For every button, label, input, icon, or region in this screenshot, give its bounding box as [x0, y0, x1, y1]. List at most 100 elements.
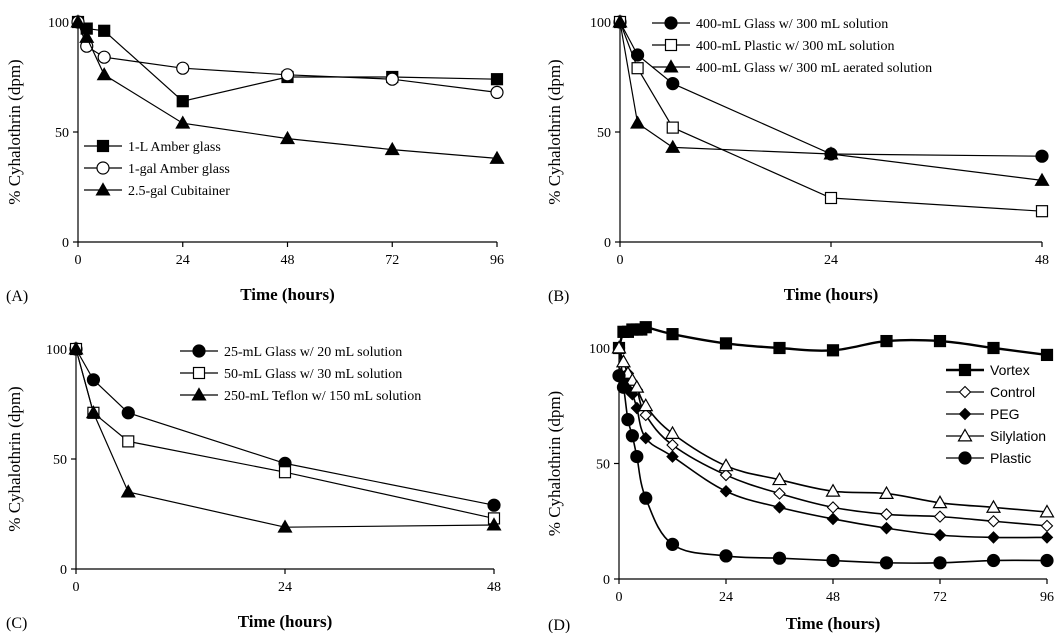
y-tick-label: 0 — [603, 573, 610, 588]
data-point-3-0-11 — [880, 334, 893, 348]
chart-panel-3: 0 50 100 0 24 48 Time (hours) % Cyhalothrin (dp… — [5, 341, 502, 632]
legend-label: 50-mL Glass w/ 30 mL solution — [224, 367, 402, 382]
panel-label: (B) — [548, 288, 569, 305]
x-tick-label: 96 — [490, 253, 504, 268]
data-point-3-4-2 — [621, 413, 635, 427]
data-point-3-2-10 — [880, 521, 893, 535]
series-plastic — [612, 369, 1054, 570]
data-point-3-3-9 — [825, 483, 841, 497]
data-point-0-0-3 — [176, 95, 189, 108]
data-point-3-0-14 — [1040, 348, 1054, 362]
panel-label: (A) — [6, 288, 28, 305]
y-tick-label: 50 — [596, 458, 610, 473]
data-point-2-1-2 — [122, 435, 135, 448]
data-point-3-2-12 — [987, 531, 1000, 544]
x-tick-label: 0 — [617, 253, 624, 268]
data-point-3-4-8 — [772, 551, 787, 565]
data-point-0-2-3 — [175, 115, 191, 129]
data-point-3-3-5 — [638, 398, 654, 412]
x-axis-label: Time (hours) — [240, 285, 335, 304]
legend-item: 400-mL Glass w/ 300 mL solution — [652, 16, 888, 32]
series-line — [77, 21, 498, 102]
legend-item: 50-mL Glass w/ 30 mL solution — [180, 366, 402, 382]
data-point-3-0-12 — [933, 334, 947, 348]
x-tick-label: 24 — [824, 253, 838, 268]
data-point-3-1-13 — [1040, 519, 1054, 533]
data-point-2-1-3 — [278, 466, 292, 479]
data-point-3-3-12 — [985, 499, 1002, 513]
data-point-3-3-0 — [611, 340, 627, 354]
data-point-0-1-2 — [97, 50, 111, 64]
x-tick-label: 48 — [281, 253, 295, 268]
data-point-1-0-4 — [1035, 149, 1049, 163]
data-point-1-1-2 — [666, 121, 679, 134]
data-point-3-1-10 — [880, 508, 893, 521]
y-tick-label: 50 — [53, 453, 67, 468]
y-axis-label: % Cyhalothrin (dpm) — [545, 391, 564, 536]
x-tick-label: 48 — [487, 580, 501, 595]
legend-item: Vortex — [946, 362, 1030, 378]
series-line — [618, 347, 1048, 527]
y-tick-label: 50 — [55, 126, 69, 141]
legend-item: 250-mL Teflon w/ 150 mL solution — [180, 387, 421, 404]
data-point-1-1-3 — [824, 191, 838, 205]
series-silylation — [611, 340, 1055, 518]
x-axis-label: Time (hours) — [786, 614, 881, 633]
data-point-3-1-11 — [933, 510, 947, 523]
data-point-3-0-10 — [826, 344, 840, 357]
data-point-0-2-1 — [79, 29, 95, 43]
data-point-3-4-7 — [719, 549, 733, 563]
data-point-3-0-6 — [639, 321, 652, 334]
y-tick-label: 0 — [60, 563, 67, 578]
data-point-3-2-8 — [773, 501, 786, 514]
legend-label: 25-mL Glass w/ 20 mL solution — [224, 345, 402, 360]
legend-label: 400-mL Glass w/ 300 mL aerated solution — [696, 61, 932, 76]
data-point-2-2-4 — [486, 517, 502, 531]
data-point-3-0-7 — [666, 328, 679, 341]
legend-label: Control — [990, 384, 1035, 400]
data-point-0-2-5 — [384, 141, 400, 156]
legend-label: 400-mL Glass w/ 300 mL solution — [696, 17, 888, 32]
panel-label: (C) — [6, 615, 27, 632]
y-tick-label: 0 — [62, 236, 69, 251]
data-point-1-2-1 — [630, 115, 646, 129]
data-point-0-1-3 — [176, 61, 190, 75]
data-point-1-0-2 — [666, 76, 680, 91]
data-point-0-1-5 — [385, 72, 399, 86]
data-point-3-0-8 — [719, 337, 733, 350]
x-axis-label: Time (hours) — [784, 285, 879, 304]
data-point-2-2-2 — [120, 484, 136, 498]
data-point-3-3-7 — [718, 458, 734, 472]
legend-item: 1-L Amber glass — [84, 139, 221, 155]
data-point-0-2-4 — [279, 130, 296, 145]
legend-label: 1-gal Amber glass — [128, 162, 230, 177]
legend-label: 2.5-gal Cubitainer — [128, 184, 230, 199]
legend-item: Silylation — [946, 428, 1046, 444]
chart-panel-4: 0 50 100 0 24 48 72 96 Time (hours) % Cyhalothrin… — [545, 321, 1055, 633]
data-point-0-0-6 — [490, 73, 504, 86]
y-axis-label: % Cyhalothrin (dpm) — [5, 59, 24, 204]
data-point-3-4-legend — [958, 451, 972, 465]
data-point-3-2-13 — [1040, 531, 1054, 544]
series-vortex — [612, 321, 1054, 362]
data-point-0-2-6 — [489, 150, 505, 164]
data-point-2-0-legend — [192, 344, 206, 358]
data-point-3-4-9 — [826, 553, 840, 568]
data-point-1-2-0 — [612, 14, 628, 28]
x-tick-label: 96 — [1040, 590, 1054, 605]
data-point-1-0-1 — [630, 48, 645, 62]
data-point-2-2-1 — [85, 405, 101, 419]
data-point-3-4-12 — [986, 553, 1001, 568]
data-point-2-0-1 — [86, 373, 101, 387]
data-point-1-1-1 — [631, 62, 644, 75]
legend-label: Plastic — [990, 450, 1031, 466]
panel-label: (D) — [548, 617, 570, 633]
data-point-3-3-legend — [957, 428, 973, 442]
x-tick-label: 48 — [1035, 253, 1049, 268]
series-control — [612, 341, 1054, 533]
data-point-3-1-12 — [987, 514, 1000, 528]
data-point-3-4-5 — [639, 491, 653, 505]
data-point-3-2-11 — [933, 528, 947, 542]
data-point-3-3-11 — [932, 495, 948, 509]
